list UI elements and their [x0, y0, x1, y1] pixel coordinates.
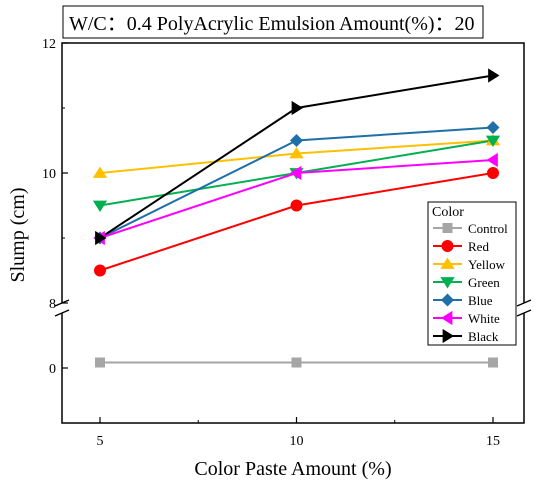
legend-marker-green	[440, 277, 455, 289]
data-point-control	[488, 357, 498, 368]
series-markers	[92, 68, 501, 368]
axis-break-mark	[54, 309, 70, 317]
legend-items: Control Red Yellow Green Blue White Black	[433, 221, 508, 344]
y-axis-label: Slump (cm)	[7, 188, 29, 283]
y-tick-label: 12	[42, 37, 56, 52]
title-box	[62, 5, 484, 39]
x-tick-label: 15	[486, 434, 500, 449]
data-point-green	[92, 200, 108, 212]
data-point-black	[95, 230, 107, 246]
data-point-control	[95, 357, 105, 368]
y-tick-label: 8	[49, 297, 56, 312]
y-tick-label: 10	[42, 167, 56, 182]
legend-marker-red	[441, 240, 454, 252]
legend-label-yellow: Yellow	[468, 257, 506, 272]
data-point-red	[94, 264, 106, 277]
data-point-black	[291, 100, 303, 116]
legend-title: Color	[432, 205, 464, 220]
data-point-yellow	[92, 166, 108, 178]
x-tick-label: 10	[290, 434, 304, 449]
legend-marker-control	[442, 223, 453, 233]
data-point-yellow	[289, 147, 304, 159]
legend-label-green: Green	[468, 275, 500, 290]
x-tick-label: 5	[97, 434, 104, 449]
legend-marker-white	[441, 310, 453, 326]
axes: 8 10 12 0 5 10 15	[42, 37, 532, 449]
legend-label-white: White	[468, 311, 500, 326]
chart-title: W/C：0.4 PolyAcrylic Emulsion Amount(%)：2…	[69, 13, 475, 35]
data-point-red	[487, 167, 499, 179]
y-tick-label: 0	[49, 362, 56, 377]
x-axis-label: Color Paste Amount (%)	[194, 458, 391, 480]
plot-frame	[61, 42, 525, 424]
legend-label-control: Control	[468, 221, 508, 236]
legend-label-black: Black	[468, 329, 499, 344]
legend-marker-yellow	[440, 257, 455, 269]
data-point-red	[290, 199, 303, 212]
legend-marker-blue	[441, 293, 454, 307]
axis-break-gap	[56, 303, 68, 313]
data-point-blue	[486, 121, 500, 134]
data-point-white	[290, 165, 302, 181]
axis-break-gap	[518, 303, 530, 313]
data-point-white	[486, 152, 498, 168]
legend-marker-black	[442, 328, 454, 344]
axis-break-mark	[516, 309, 532, 317]
legend-label-red: Red	[468, 239, 489, 254]
legend-label-blue: Blue	[468, 293, 493, 308]
data-point-blue	[290, 134, 303, 147]
data-point-black	[488, 68, 500, 83]
legend: Color Control Red Yellow Green Blue White Blac…	[427, 201, 517, 346]
axis-break-mark	[516, 299, 532, 307]
data-point-green	[485, 135, 501, 147]
data-point-control	[291, 357, 302, 368]
